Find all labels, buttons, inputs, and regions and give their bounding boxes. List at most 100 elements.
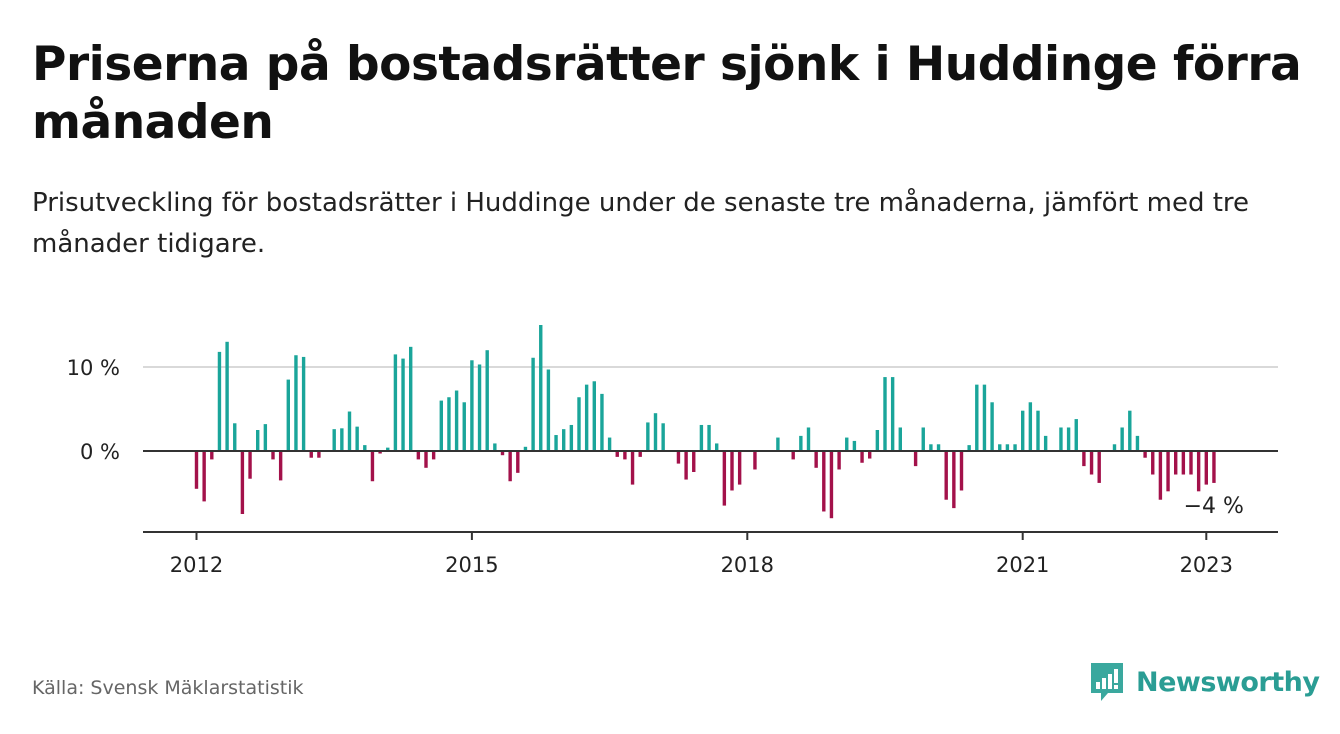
bar xyxy=(439,400,443,451)
bar xyxy=(248,451,252,479)
bar xyxy=(898,427,902,451)
bar xyxy=(699,424,704,451)
bar xyxy=(1151,451,1155,475)
bar xyxy=(661,423,665,451)
bar xyxy=(217,351,222,451)
bar xyxy=(630,451,635,485)
x-tick-label: 2018 xyxy=(721,553,774,577)
bar xyxy=(1212,451,1216,483)
bar xyxy=(546,369,551,451)
bar xyxy=(1189,451,1193,475)
bar xyxy=(523,446,528,451)
last-value-label: −4 % xyxy=(1184,494,1244,519)
bar xyxy=(829,451,834,519)
bar xyxy=(929,444,933,451)
bar xyxy=(409,346,413,451)
bar xyxy=(722,451,727,506)
bar xyxy=(860,451,864,463)
bar xyxy=(1028,402,1033,451)
bar xyxy=(1158,451,1163,500)
bar xyxy=(317,451,321,458)
bar xyxy=(1005,444,1010,451)
bar xyxy=(1196,451,1201,492)
bar xyxy=(584,384,589,451)
bar xyxy=(286,379,290,451)
x-tick-label: 2023 xyxy=(1180,553,1233,577)
bar xyxy=(1021,410,1025,451)
bar xyxy=(1043,435,1048,451)
bar xyxy=(1066,427,1071,451)
bar xyxy=(240,451,245,514)
bar xyxy=(416,451,421,460)
bar xyxy=(401,358,405,451)
bar xyxy=(554,435,558,451)
bar xyxy=(875,430,880,451)
bar xyxy=(516,451,520,473)
bar-chart-logo-icon xyxy=(1091,663,1123,701)
bar xyxy=(577,397,581,451)
bar xyxy=(539,325,543,451)
bar xyxy=(913,451,918,467)
bar xyxy=(952,451,956,509)
bar xyxy=(1097,451,1101,483)
bar xyxy=(1074,419,1078,451)
bar xyxy=(737,451,742,485)
bar xyxy=(278,451,283,481)
bar xyxy=(1174,451,1178,475)
y-tick-label: 0 % xyxy=(80,440,120,464)
bar xyxy=(814,451,818,468)
bar xyxy=(393,354,398,451)
bar xyxy=(569,424,574,451)
bar xyxy=(462,402,466,451)
bar xyxy=(936,444,941,451)
x-tick-label: 2015 xyxy=(445,553,498,577)
bar xyxy=(959,451,964,491)
bar xyxy=(225,341,229,451)
bar xyxy=(386,447,390,451)
bar xyxy=(592,381,596,451)
bar xyxy=(447,397,451,451)
bar xyxy=(921,427,925,451)
bar xyxy=(799,435,803,451)
bar xyxy=(753,451,757,470)
bar xyxy=(210,451,214,460)
page-title: Priserna på bostadsrätter sjönk i Huddin… xyxy=(32,37,1302,150)
bar xyxy=(600,393,604,451)
bar xyxy=(806,427,811,451)
bar xyxy=(301,356,306,451)
bar xyxy=(944,451,948,500)
bar xyxy=(1204,451,1208,485)
bar xyxy=(309,451,313,458)
source-note: Källa: Svensk Mäklarstatistik xyxy=(32,677,304,699)
bar xyxy=(294,355,298,451)
bar xyxy=(424,451,428,468)
bar xyxy=(1059,427,1063,451)
newsworthy-logo[interactable]: Newsworthy xyxy=(1088,660,1320,704)
bar xyxy=(1112,444,1117,451)
bar xyxy=(822,451,826,512)
bar xyxy=(271,451,275,460)
bar xyxy=(852,440,857,451)
bar xyxy=(890,377,895,451)
bar xyxy=(500,451,505,456)
bar xyxy=(431,451,436,460)
bar xyxy=(1143,451,1147,458)
x-tick-label: 2021 xyxy=(996,553,1049,577)
bar xyxy=(623,451,627,460)
x-tick-label: 2012 xyxy=(170,553,223,577)
bar xyxy=(263,424,268,451)
bar xyxy=(470,360,474,451)
bar xyxy=(998,444,1002,451)
bar xyxy=(776,437,780,451)
bar xyxy=(202,451,206,502)
bar xyxy=(615,451,619,457)
bar xyxy=(684,451,688,480)
bar xyxy=(692,451,696,472)
bar xyxy=(1181,451,1186,475)
bar xyxy=(454,390,459,451)
bar xyxy=(363,445,367,451)
bar xyxy=(715,443,719,451)
bar xyxy=(868,451,872,459)
bar xyxy=(791,451,795,460)
